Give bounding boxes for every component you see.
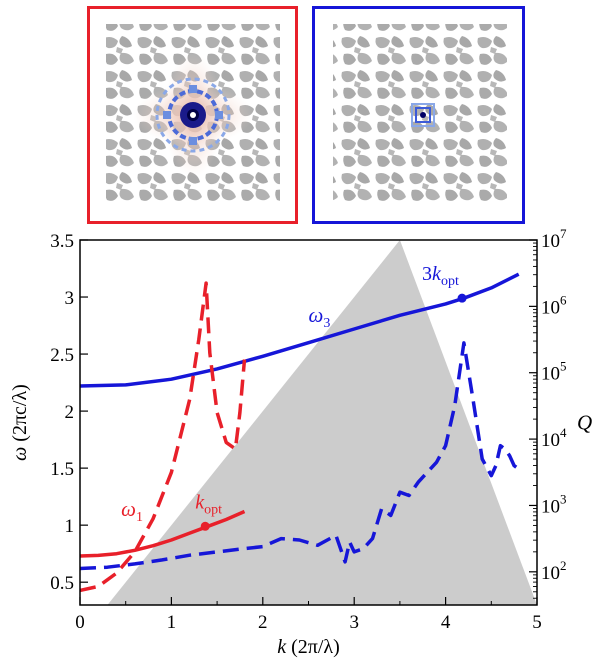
y-axis-right-label: Q [577,411,592,435]
light-cone-region [107,240,538,605]
x-tick-label: 4 [441,612,451,633]
q-factor-series-3 [79,281,247,593]
y-right-tick-label: 107 [541,226,567,252]
curve-label-omega-3: ω3 [309,303,331,331]
blue-inset-frame [312,6,525,224]
y-left-tick-label: 1.5 [50,459,74,480]
k-opt-marker-1 [200,521,210,531]
x-tick-label: 2 [258,612,268,633]
y-right-tick-label: 103 [541,491,567,517]
k-opt-label-1: kopt [195,491,222,517]
y-left-tick-label: 0.5 [50,573,74,594]
y-right-tick-label: 104 [541,425,567,451]
y-left-tick-label: 3 [65,288,75,309]
frequency-series-1 [79,509,246,558]
y-left-tick-label: 2 [65,402,75,423]
y-left-tick-label: 2.5 [50,345,74,366]
k-opt-label-2: 3kopt [422,263,459,289]
frequency-series-2 [79,272,520,388]
mode-profile-icon [155,77,231,153]
x-tick-label: 0 [75,612,85,633]
red-inset-frame [87,6,298,224]
band-diagram-plot: kopt 3kopt ω1 ω3 0 1 2 3 4 5 0.5 1 1.5 2 2.5 3 3.5 102… [9,226,592,658]
x-tick-label: 1 [167,612,177,633]
y-axis-right: 102 103 104 105 106 107 [529,226,567,599]
red-mode-inset [87,6,298,224]
x-tick-label: 5 [532,612,542,633]
q-factor-series-4 [79,341,520,571]
y-right-tick-label: 105 [541,359,567,385]
mode-profile-icon [411,103,435,127]
y-axis-left: 0.5 1 1.5 2 2.5 3 3.5 [50,231,88,594]
y-left-tick-label: 1 [65,516,75,537]
y-right-tick-label: 106 [541,292,567,318]
y-left-tick-label: 3.5 [50,231,74,252]
blue-mode-inset [312,6,525,224]
x-axis-label: k (2π/λ) [277,636,340,658]
curve-label-omega-1: ω1 [121,497,143,525]
y-right-tick-label: 102 [541,558,567,584]
y-axis-left-label: ω (2πc/λ) [9,384,31,461]
k-opt-marker-2 [457,293,467,303]
x-tick-label: 3 [349,612,359,633]
